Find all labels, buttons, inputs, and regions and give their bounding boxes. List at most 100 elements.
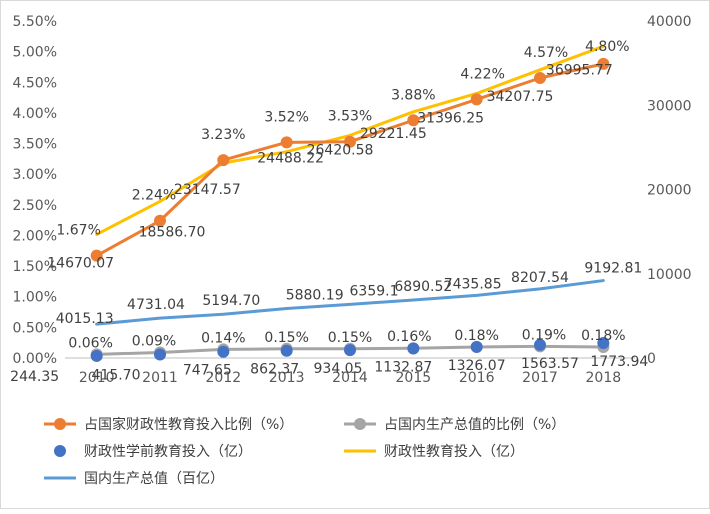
data-label: 862.37	[250, 362, 299, 378]
data-label: 9192.81	[584, 261, 642, 277]
data-label: 6890.52	[394, 279, 452, 295]
legend-label: 财政性学前教育投入（亿）	[84, 443, 252, 460]
data-label: 4731.04	[127, 297, 185, 313]
x-axis-tick-label: 2012	[206, 370, 242, 386]
data-label: 3.53%	[328, 109, 372, 125]
legend-swatch-marker	[354, 418, 366, 430]
data-label: 0.18%	[454, 328, 498, 344]
right-axis-tick-label: 20000	[647, 183, 692, 199]
left-axis-tick-label: 0.50%	[13, 320, 57, 336]
series-point-2	[407, 342, 420, 355]
right-axis-tick-label: 10000	[647, 267, 692, 283]
series-point-0	[90, 249, 103, 262]
left-axis-tick-label: 1.00%	[13, 290, 57, 306]
series-point-2	[470, 340, 483, 353]
left-axis-tick-label: 2.00%	[13, 228, 57, 244]
data-label: 18586.70	[139, 224, 206, 240]
x-axis-tick-label: 2017	[522, 370, 558, 386]
right-axis-tick-label: 40000	[647, 14, 692, 30]
data-label: 4.80%	[585, 39, 629, 55]
right-axis-tick-label: 30000	[647, 98, 692, 114]
x-axis-tick-label: 2014	[332, 370, 368, 386]
data-label: 415.70	[92, 367, 141, 383]
series-point-0	[407, 114, 420, 127]
series-point-0	[280, 136, 293, 149]
data-label: 4015.13	[56, 311, 114, 327]
data-label: 0.15%	[328, 330, 372, 346]
series-point-2	[90, 349, 103, 362]
left-axis-tick-label: 2.50%	[13, 198, 57, 214]
data-label: 29221.45	[360, 126, 427, 142]
series-point-0	[154, 214, 166, 227]
left-axis-tick-label: 1.50%	[13, 259, 57, 275]
x-axis-tick-label: 2011	[142, 370, 178, 386]
data-label: 36995.77	[546, 62, 613, 78]
data-label: 24488.22	[257, 151, 324, 167]
series-point-2	[597, 337, 610, 350]
data-label: 0.09%	[132, 333, 176, 349]
data-label: 1773.94	[590, 354, 648, 370]
x-axis-tick-label: 2015	[396, 370, 432, 386]
data-label: 2.24%	[132, 188, 176, 204]
left-axis-tick-label: 3.50%	[13, 137, 57, 153]
left-axis-tick-label: 5.50%	[13, 14, 57, 30]
series-point-0	[344, 135, 356, 148]
series-line-4	[95, 279, 605, 326]
data-label: 0.19%	[522, 327, 566, 343]
x-axis-tick-label: 2013	[269, 370, 305, 386]
data-label: 4.22%	[460, 66, 504, 82]
left-axis-tick-label: 3.00%	[13, 167, 57, 183]
series-point-2	[534, 338, 546, 351]
series-point-2	[280, 344, 293, 357]
legend-label: 国内生产总值（百亿）	[84, 471, 224, 487]
series-point-0	[217, 154, 230, 167]
x-axis-tick-label: 2010	[79, 370, 115, 386]
right-axis-tick-label: 0	[647, 351, 656, 367]
legend-label: 财政性教育投入（亿）	[384, 444, 524, 460]
data-label: 0.06%	[68, 335, 112, 351]
series-point-2	[154, 348, 166, 361]
data-label: 6359.1	[350, 283, 399, 299]
data-label: 23147.57	[174, 182, 241, 198]
left-axis-tick-label: 4.00%	[13, 106, 57, 122]
data-label: 0.15%	[264, 330, 308, 346]
data-label: 3.52%	[264, 109, 308, 125]
data-label: 1563.57	[521, 356, 579, 372]
data-label: 3.88%	[391, 87, 435, 103]
left-axis-tick-label: 4.50%	[13, 75, 57, 91]
data-label: 0.14%	[201, 330, 245, 346]
legend-label: 占国内生产总值的比例（%）	[384, 417, 565, 433]
series-point-2	[217, 345, 230, 358]
series-point-0	[597, 57, 610, 70]
data-label: 7435.85	[444, 276, 502, 292]
data-label: 3.23%	[201, 127, 245, 143]
series-point-0	[470, 93, 483, 106]
data-label: 5880.19	[286, 287, 344, 303]
left-axis-tick-label: 0.00%	[13, 351, 57, 367]
data-label: 747.65	[183, 363, 232, 379]
data-label: 934.05	[314, 361, 363, 377]
legend-swatch-marker	[54, 445, 66, 457]
series-line-3	[95, 44, 605, 236]
x-axis-tick-label: 2018	[586, 370, 622, 386]
x-axis-tick-label: 2016	[459, 370, 495, 386]
data-label: 14670.07	[47, 255, 114, 271]
data-label: 1326.07	[448, 358, 506, 374]
data-label: 244.35	[10, 369, 59, 385]
left-axis-tick-label: 5.00%	[13, 45, 57, 61]
legend-label: 占国家财政性教育投入比例（%）	[84, 416, 293, 433]
data-label: 1.67%	[56, 223, 100, 239]
data-label: 0.18%	[581, 328, 625, 344]
data-label: 34207.75	[487, 89, 554, 105]
data-label: 26420.58	[307, 142, 374, 158]
data-label: 8207.54	[511, 270, 569, 286]
data-label: 5194.70	[202, 293, 260, 309]
series-point-0	[534, 71, 546, 84]
series-point-2	[344, 344, 356, 357]
data-label: 31396.25	[417, 110, 484, 126]
data-label: 0.16%	[387, 329, 431, 345]
data-label: 1132.87	[374, 359, 432, 375]
legend-swatch-marker	[54, 418, 66, 430]
